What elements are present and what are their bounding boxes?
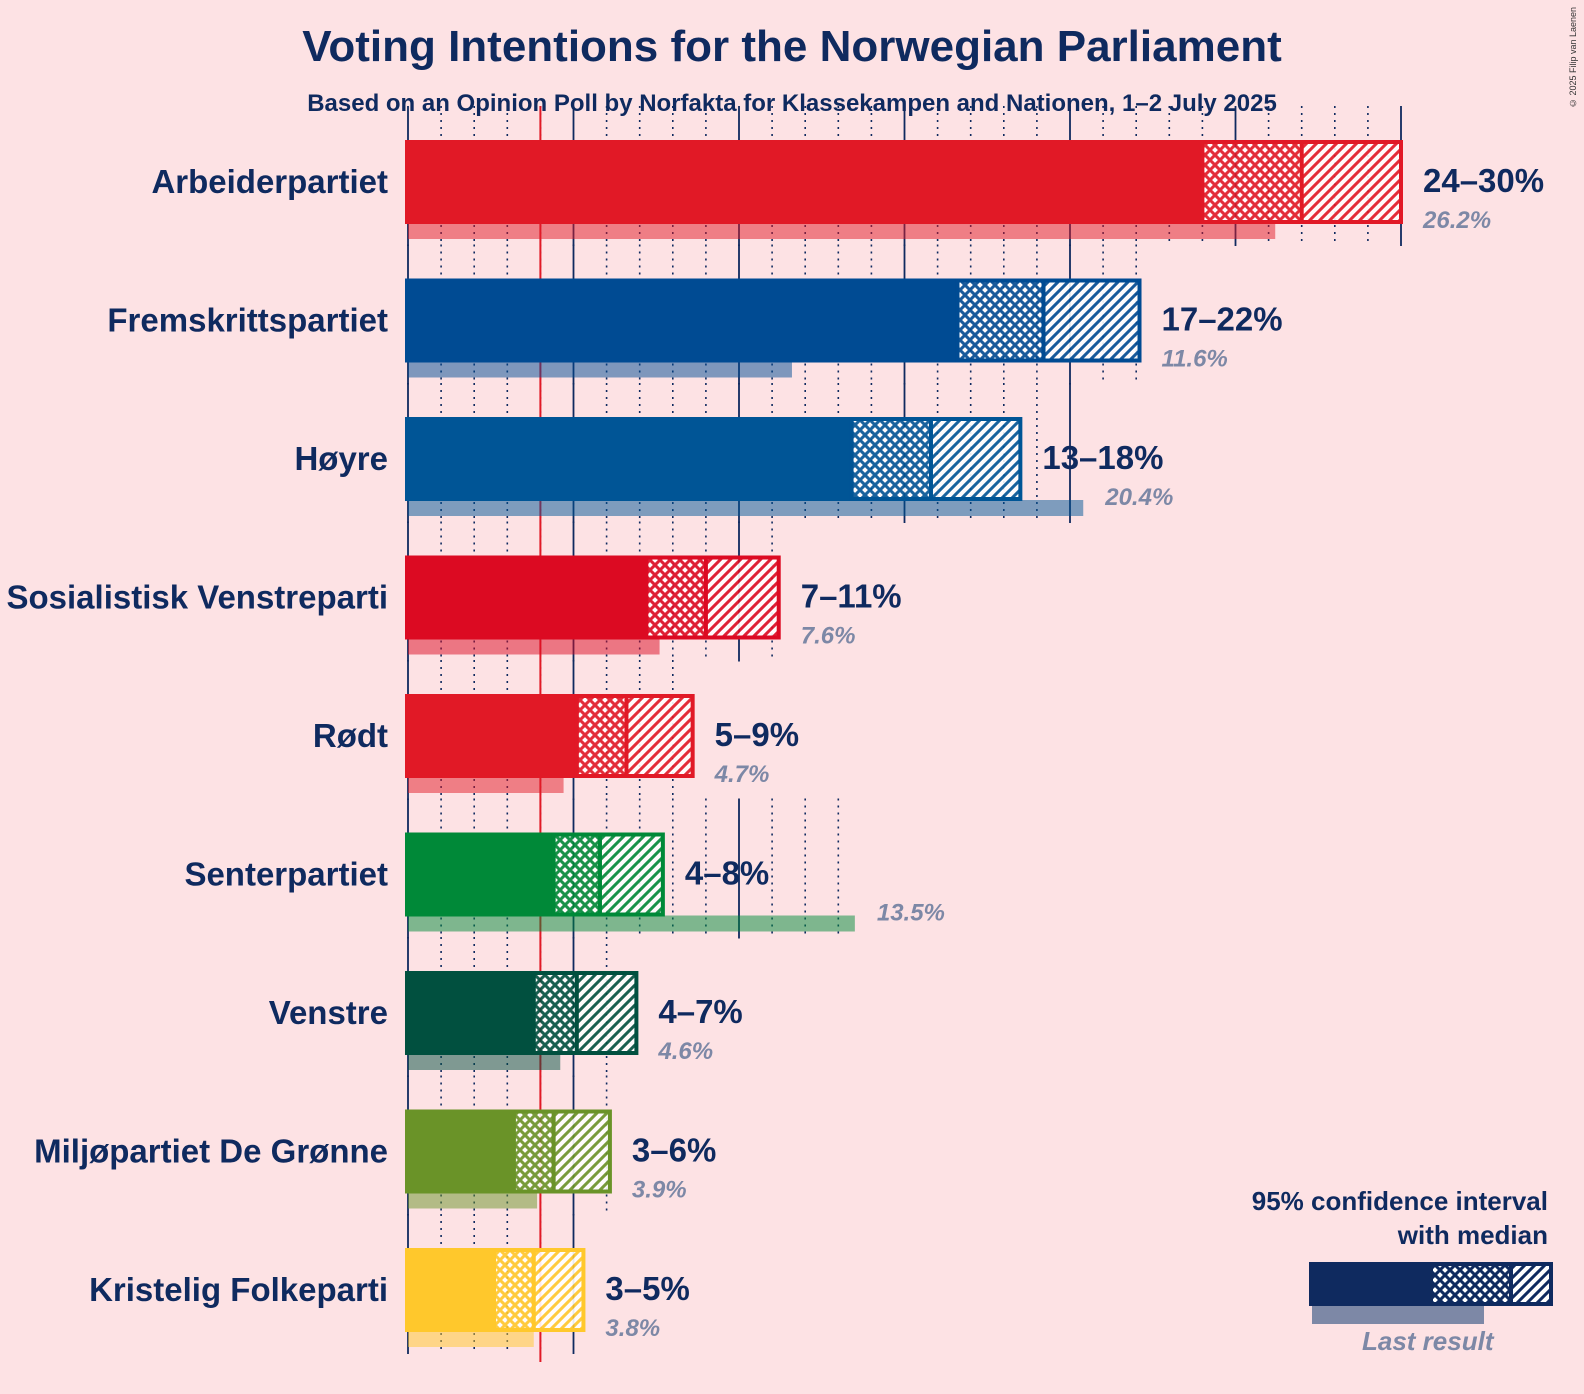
ci-outline-venstre xyxy=(531,971,639,1055)
chart-subtitle: Based on an Opinion Poll by Norfakta for… xyxy=(307,90,1277,117)
legend-last-result-label: Last result xyxy=(1362,1326,1494,1356)
ci-upper-arbeiderpartiet xyxy=(1301,142,1401,222)
legend-ci-lower xyxy=(1431,1264,1511,1304)
last-result-bar-h-yre xyxy=(408,500,1084,516)
ci-upper-sosialistisk-venstreparti xyxy=(705,557,779,638)
last-result-bar-sosialistisk-venstreparti xyxy=(408,638,660,655)
party-label-h-yre: Høyre xyxy=(294,440,388,477)
party-label-kristelig-folkeparti: Kristelig Folkeparti xyxy=(89,1271,388,1308)
ci-upper-milj-partiet-de-gr-nne xyxy=(553,1111,610,1192)
range-label-h-yre: 13–18% xyxy=(1042,439,1163,476)
bar-solid-arbeiderpartiet xyxy=(405,140,1203,224)
last-result-label-fremskrittspartiet: 11.6% xyxy=(1162,346,1228,373)
legend-last-result-bar xyxy=(1312,1306,1484,1324)
ci-outline-milj-partiet-de-gr-nne xyxy=(511,1109,612,1194)
ci-outline-sosialistisk-venstreparti xyxy=(644,555,781,640)
last-result-bar-fremskrittspartiet xyxy=(408,361,792,378)
range-label-venstre: 4–7% xyxy=(658,993,742,1030)
last-result-bar-kristelig-folkeparti xyxy=(408,1331,534,1347)
legend-ci-upper xyxy=(1511,1264,1551,1304)
ci-lower-r-dt xyxy=(576,696,627,776)
ci-lower-senterpartiet xyxy=(553,834,600,915)
legend-graphic xyxy=(1309,1262,1553,1324)
ci-lower-arbeiderpartiet xyxy=(1202,142,1302,222)
bar-solid-kristelig-folkeparti xyxy=(405,1248,495,1332)
ci-upper-r-dt xyxy=(626,696,693,776)
last-result-label-arbeiderpartiet: 26.2% xyxy=(1422,207,1491,234)
ci-lower-fremskrittspartiet xyxy=(957,280,1044,361)
party-label-fremskrittspartiet: Fremskrittspartiet xyxy=(107,302,388,339)
last-result-bar-r-dt xyxy=(408,777,564,793)
ci-lower-kristelig-folkeparti xyxy=(494,1250,534,1330)
party-label-sosialistisk-venstreparti: Sosialistisk Venstreparti xyxy=(6,579,388,616)
chart-title: Voting Intentions for the Norwegian Parl… xyxy=(302,22,1282,71)
party-label-senterpartiet: Senterpartiet xyxy=(184,856,388,893)
ci-upper-kristelig-folkeparti xyxy=(533,1250,584,1330)
bar-solid-fremskrittspartiet xyxy=(405,278,958,363)
last-result-bar-venstre xyxy=(408,1054,561,1070)
party-label-venstre: Venstre xyxy=(269,994,388,1031)
last-result-bar-milj-partiet-de-gr-nne xyxy=(408,1192,538,1209)
legend-ci-outline xyxy=(1429,1262,1553,1306)
last-result-label-h-yre: 20.4% xyxy=(1104,484,1173,511)
party-label-r-dt: Rødt xyxy=(313,717,388,754)
ci-outline-senterpartiet xyxy=(551,832,665,917)
legend-title: 95% confidence interval with median xyxy=(1252,1184,1548,1252)
last-result-label-venstre: 4.6% xyxy=(657,1038,713,1065)
bars xyxy=(405,140,1404,1347)
last-result-label-senterpartiet: 13.5% xyxy=(877,900,945,927)
last-result-label-milj-partiet-de-gr-nne: 3.9% xyxy=(632,1177,687,1204)
party-label-milj-partiet-de-gr-nne: Miljøpartiet De Grønne xyxy=(34,1133,388,1170)
bar-solid-r-dt xyxy=(405,694,577,778)
bar-solid-milj-partiet-de-gr-nne xyxy=(405,1109,514,1194)
range-label-fremskrittspartiet: 17–22% xyxy=(1162,301,1283,338)
range-label-arbeiderpartiet: 24–30% xyxy=(1423,162,1544,199)
bar-solid-h-yre xyxy=(405,417,852,501)
last-result-label-sosialistisk-venstreparti: 7.6% xyxy=(801,623,856,650)
ci-lower-venstre xyxy=(533,973,577,1053)
range-label-senterpartiet: 4–8% xyxy=(685,855,769,892)
ci-lower-sosialistisk-venstreparti xyxy=(646,557,706,638)
range-label-r-dt: 5–9% xyxy=(715,716,799,753)
ci-outline-r-dt xyxy=(574,694,695,778)
ci-upper-venstre xyxy=(576,973,637,1053)
ci-upper-h-yre xyxy=(930,419,1021,499)
bar-solid-sosialistisk-venstreparti xyxy=(405,555,647,640)
last-result-bar-senterpartiet xyxy=(408,915,855,932)
legend-title-line2: with median xyxy=(1397,1220,1548,1250)
last-result-label-kristelig-folkeparti: 3.8% xyxy=(605,1315,660,1342)
party-label-arbeiderpartiet: Arbeiderpartiet xyxy=(151,163,388,200)
last-result-bar-arbeiderpartiet xyxy=(408,223,1276,239)
legend-title-line1: 95% confidence interval xyxy=(1251,1186,1548,1216)
ci-lower-h-yre xyxy=(851,419,931,499)
labels: Arbeiderpartiet 24–30% 26.2% Fremskrittspar… xyxy=(6,162,1544,1342)
last-result-label-r-dt: 4.7% xyxy=(714,761,770,788)
legend-solid-bar xyxy=(1309,1262,1431,1306)
bar-solid-senterpartiet xyxy=(405,832,554,917)
ci-outline-fremskrittspartiet xyxy=(955,278,1142,363)
bar-solid-venstre xyxy=(405,971,534,1055)
ci-outline-h-yre xyxy=(849,417,1023,501)
range-label-sosialistisk-venstreparti: 7–11% xyxy=(801,578,902,615)
ci-outline-kristelig-folkeparti xyxy=(492,1248,586,1332)
ci-upper-senterpartiet xyxy=(599,834,663,915)
range-label-kristelig-folkeparti: 3–5% xyxy=(605,1270,689,1307)
ci-upper-fremskrittspartiet xyxy=(1043,280,1140,361)
ci-lower-milj-partiet-de-gr-nne xyxy=(513,1111,554,1192)
range-label-milj-partiet-de-gr-nne: 3–6% xyxy=(632,1132,716,1169)
